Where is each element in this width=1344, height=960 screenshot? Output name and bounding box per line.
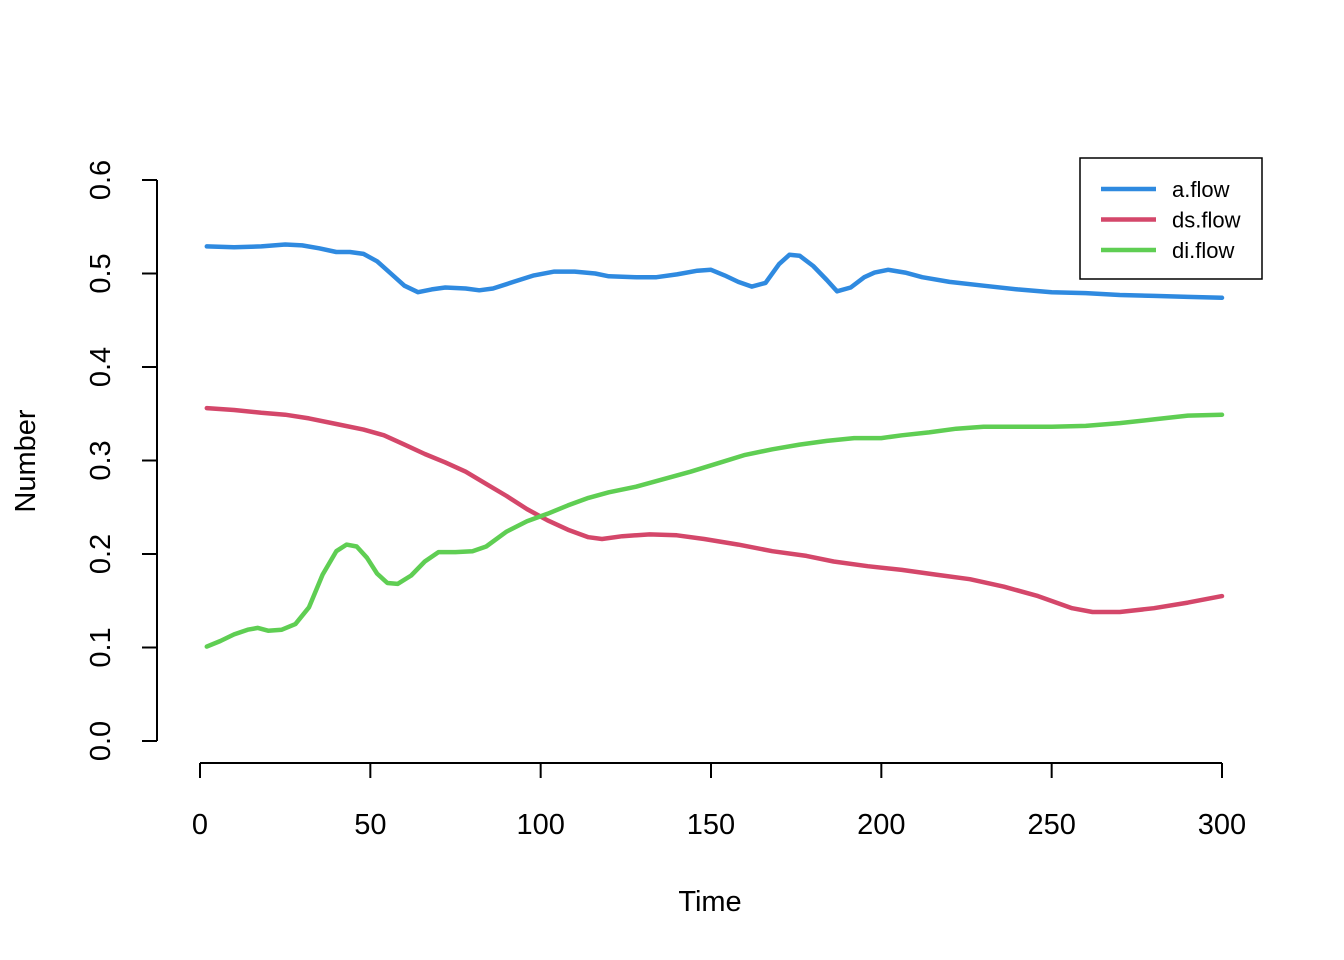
y-tick-label: 0.0 [85,721,117,761]
x-axis-ticks: 0 50 100 150 200 250 300 [192,763,1246,841]
y-tick-label: 0.2 [85,534,117,574]
legend: a.flow ds.flow di.flow [1079,157,1263,280]
series-line-di-flow [204,412,1225,649]
x-tick-label: 50 [354,809,386,841]
x-tick-label: 250 [1027,809,1075,841]
series-line-a-flow [204,242,1225,301]
x-tick-label: 200 [857,809,905,841]
x-tick-label: 100 [516,809,564,841]
legend-label-a-flow: a.flow [1172,177,1230,202]
series-line-ds-flow [204,405,1225,615]
y-tick-label: 0.6 [85,160,117,200]
x-axis-title: Time [678,886,741,918]
y-axis-title: Number [10,409,42,512]
y-tick-label: 0.3 [85,440,117,480]
x-tick-label: 150 [687,809,735,841]
y-tick-label: 0.5 [85,253,117,293]
x-tick-label: 0 [192,809,208,841]
y-tick-label: 0.4 [85,347,117,387]
y-axis-ticks: 0.0 0.1 0.2 0.3 0.4 0.5 0.6 [85,160,157,761]
legend-label-di-flow: di.flow [1172,238,1234,263]
series-layer [204,242,1225,649]
x-tick-label: 300 [1198,809,1246,841]
legend-label-ds-flow: ds.flow [1172,208,1241,233]
y-tick-label: 0.1 [85,627,117,667]
